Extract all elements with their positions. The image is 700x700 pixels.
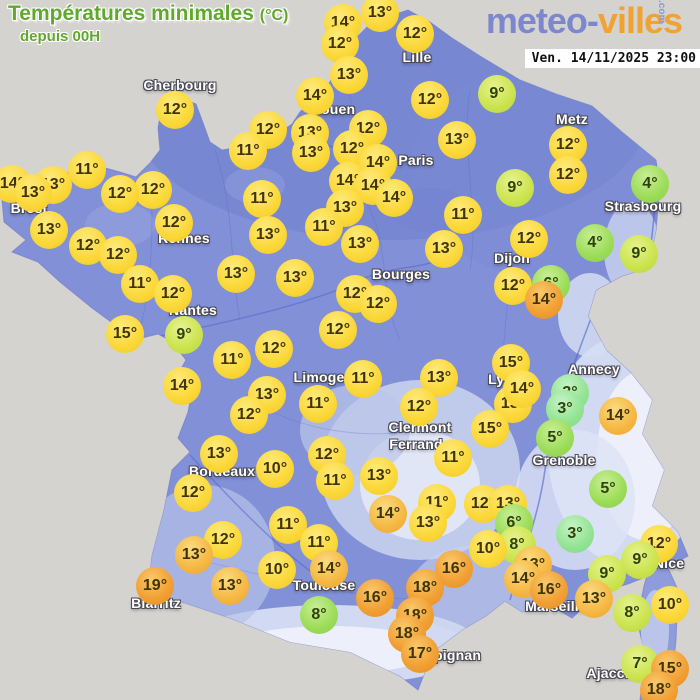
page-title: Températures minimales (°C) [8, 2, 289, 25]
temp-bubble: 13° [175, 536, 213, 574]
city-label-cherbourg: Cherbourg [143, 77, 217, 93]
temp-bubble: 8° [300, 596, 338, 634]
temp-bubble: 14° [525, 281, 563, 319]
temp-bubble: 12° [411, 81, 449, 119]
temp-bubble: 12° [359, 285, 397, 323]
meteo-villes-logo[interactable]: meteo-villes .com [485, 0, 683, 42]
temp-bubble: 12° [549, 156, 587, 194]
temp-bubble: 12° [549, 126, 587, 164]
temp-bubble: 13° [575, 580, 613, 618]
temp-bubble: 4° [576, 224, 614, 262]
logo-part-blue: meteo- [485, 0, 599, 41]
temp-bubble: 9° [165, 316, 203, 354]
temp-bubble: 10° [258, 551, 296, 589]
title-unit: (°C) [259, 7, 289, 24]
temp-bubble: 12° [396, 15, 434, 53]
temp-bubble: 12° [155, 204, 193, 242]
temp-bubble: 13° [438, 121, 476, 159]
temp-bubble: 10° [469, 530, 507, 568]
city-label-metz: Metz [556, 111, 588, 127]
temp-bubble: 12° [101, 175, 139, 213]
temp-bubble: 12° [321, 25, 359, 63]
temp-bubble: 16° [530, 571, 568, 609]
temp-bubble: 8° [613, 594, 651, 632]
city-label-lille: Lille [402, 49, 432, 65]
city-label-bourges: Bourges [371, 266, 431, 282]
temp-bubble: 13° [248, 376, 286, 414]
temp-bubble: 11° [316, 462, 354, 500]
temp-bubble: 12° [174, 474, 212, 512]
temp-bubble: 14° [296, 77, 334, 115]
temp-bubble: 10° [651, 586, 689, 624]
temp-bubble: 10° [256, 450, 294, 488]
temp-bubble: 14° [310, 550, 348, 588]
temp-bubble: 11° [243, 180, 281, 218]
temp-bubble: 13° [211, 567, 249, 605]
temp-bubble: 9° [620, 235, 658, 273]
temp-bubble: 13° [217, 255, 255, 293]
temp-bubble: 19° [136, 567, 174, 605]
temp-bubble: 12° [510, 220, 548, 258]
temp-bubble: 11° [229, 132, 267, 170]
temp-bubble: 13° [341, 225, 379, 263]
temp-bubble: 18° [640, 671, 678, 700]
temp-bubble: 12° [134, 171, 172, 209]
temp-bubble: 17° [401, 635, 439, 673]
temp-bubble: 12° [230, 396, 268, 434]
temp-bubble: 11° [434, 439, 472, 477]
temp-bubble: 11° [213, 341, 251, 379]
temp-bubble: 13° [292, 134, 330, 172]
temp-bubble: 14° [163, 367, 201, 405]
city-label-limoges: Limoges [293, 369, 353, 385]
temp-bubble: 12° [255, 330, 293, 368]
temp-bubble: 5° [536, 419, 574, 457]
temp-bubble: 9° [478, 75, 516, 113]
city-label-annecy: Annecy [568, 361, 620, 377]
temp-bubble: 12° [156, 91, 194, 129]
city-label-clermont: Clermont [388, 419, 452, 435]
temp-bubble: 5° [589, 470, 627, 508]
temp-bubble: 11° [68, 151, 106, 189]
temp-bubble: 13° [425, 230, 463, 268]
city-label-ferrand: Ferrand [389, 436, 443, 452]
temp-bubble: 13° [14, 174, 52, 212]
temp-bubble: 13° [409, 504, 447, 542]
temp-bubble: 15° [106, 315, 144, 353]
temp-bubble: 14° [375, 179, 413, 217]
temp-bubble: 13° [30, 211, 68, 249]
temp-bubble: 4° [631, 165, 669, 203]
temp-bubble: 18° [406, 569, 444, 607]
temp-bubble: 12° [154, 275, 192, 313]
temp-bubble: 13° [276, 259, 314, 297]
temp-bubble: 9° [496, 169, 534, 207]
temp-bubble: 13° [330, 56, 368, 94]
datetime-badge: Ven. 14/11/2025 23:00 [524, 49, 700, 68]
temp-bubble: 11° [444, 196, 482, 234]
logo-part-orange: villes [597, 0, 683, 41]
temp-bubble: 12° [336, 275, 374, 313]
temp-bubble: 14° [369, 495, 407, 533]
temp-bubble: 13° [361, 0, 399, 32]
city-label-strasbourg: Strasbourg [604, 198, 682, 214]
temp-bubble: 11° [121, 265, 159, 303]
page-subtitle: depuis 00H [20, 28, 101, 45]
temp-bubble: 12° [319, 311, 357, 349]
temp-bubble: 13° [200, 435, 238, 473]
temp-bubble: 11° [299, 385, 337, 423]
temp-bubble: 14° [503, 370, 541, 408]
temp-bubble: 14° [599, 397, 637, 435]
map-title-block: Températures minimales (°C) depuis 00H [8, 2, 288, 45]
temp-bubble: 9° [621, 541, 659, 579]
temp-bubble: 11° [344, 360, 382, 398]
temp-bubble: 3° [556, 515, 594, 553]
temp-bubble: 16° [356, 579, 394, 617]
temp-bubble: 13° [249, 216, 287, 254]
temp-bubble: 15° [471, 410, 509, 448]
temp-bubble: 12° [400, 388, 438, 426]
temp-bubble: 11° [305, 208, 343, 246]
city-label-paris: Paris [398, 152, 434, 168]
temp-bubble: 13° [360, 457, 398, 495]
logo-suffix: .com [655, 0, 667, 24]
